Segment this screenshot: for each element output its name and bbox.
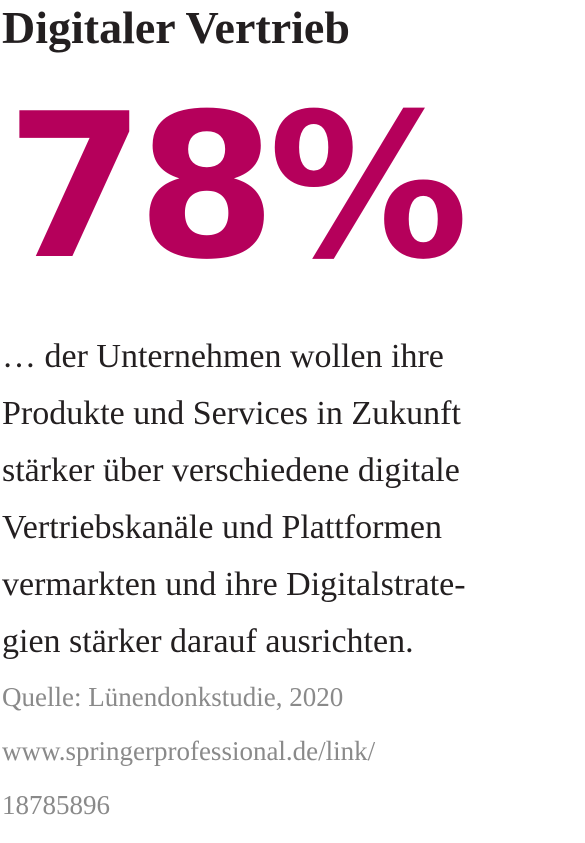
source-link-id: 18785896 <box>2 790 110 820</box>
source-link: www.springerprofessional.de/link/ <box>2 736 376 766</box>
stat-value: 78% <box>6 71 469 304</box>
description-line: … der Unternehmen wollen ihre <box>2 338 444 375</box>
description-text: … der Unternehmen wollen ihre Produkte u… <box>2 328 585 670</box>
description-line: stärker über verschiedene digitale <box>2 452 460 489</box>
headline: Digitaler Vertrieb <box>2 2 350 53</box>
description-line: gien stärker darauf ausrichten. <box>2 623 414 660</box>
description-line: Produkte und Services in Zukunft <box>2 395 461 432</box>
description-line: vermarkten und ihre Digitalstrate- <box>2 566 466 603</box>
source-note: Quelle: Lünendonkstudie, 2020 www.spring… <box>2 670 585 832</box>
source-citation: Quelle: Lünendonkstudie, 2020 <box>2 682 344 712</box>
description-line: Vertriebskanäle und Plattformen <box>2 509 442 546</box>
